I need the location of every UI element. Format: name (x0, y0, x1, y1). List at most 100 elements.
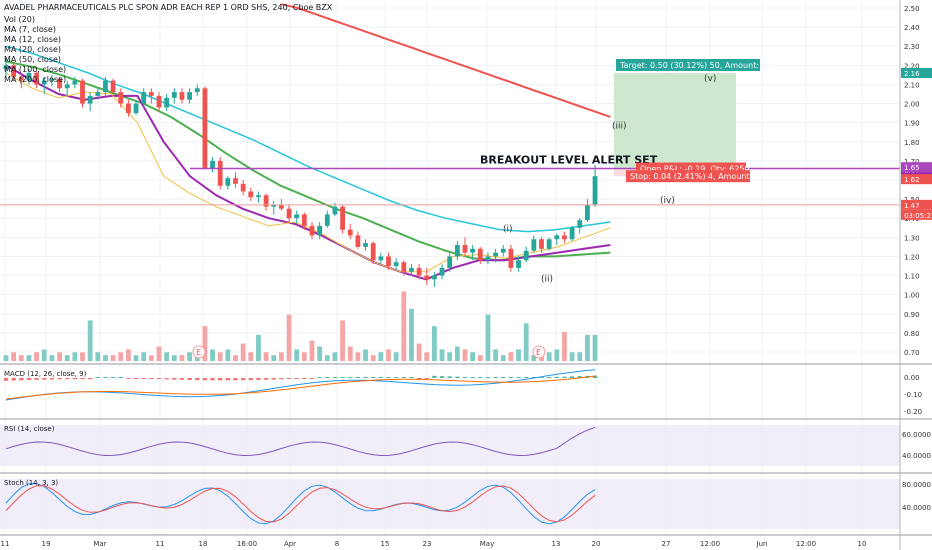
earnings-label: E (536, 348, 541, 357)
macd-hist-bar (256, 378, 261, 380)
stoch-title: Stoch (14, 3, 3) (4, 479, 58, 487)
candle-body (432, 275, 437, 280)
candle-body (126, 103, 131, 114)
macd-title: MACD (12, 26, close, 9) (4, 370, 87, 378)
price-badge-label: 1.62 (904, 176, 920, 184)
volume-bar (355, 352, 361, 361)
macd-hist-bar (103, 377, 108, 378)
indicator-legend-item: Vol (20) (4, 15, 35, 24)
price-tick-label: 1.00 (904, 292, 920, 300)
macd-hist-bar (218, 378, 223, 381)
volume-bar (217, 352, 223, 361)
macd-hist-bar (447, 376, 452, 378)
time-tick-label: 27 (662, 540, 671, 548)
macd-hist-bar (524, 377, 529, 378)
earnings-label: E (196, 348, 201, 357)
volume-bar (233, 355, 238, 361)
volume-bar (171, 355, 177, 361)
alert-label: BREAKOUT LEVEL ALERT SET (480, 154, 658, 167)
price-badge (901, 162, 932, 173)
volume-bar (439, 349, 445, 361)
volume-bar (516, 349, 521, 361)
volume-bar (386, 349, 391, 361)
price-tick-label: 2.10 (904, 81, 920, 89)
candle-body (409, 267, 414, 272)
macd-hist-bar (149, 378, 154, 379)
volume-bar (3, 355, 9, 361)
macd-hist-bar (501, 377, 506, 378)
wave-label-iii: (iii) (612, 121, 627, 131)
volume-bar (508, 352, 514, 361)
macd-signal-line (5, 375, 596, 400)
macd-hist-bar (531, 377, 537, 378)
volume-bar (554, 349, 560, 361)
volume-bar (118, 352, 124, 361)
volume-bar (286, 314, 292, 361)
macd-hist-bar (179, 378, 185, 380)
macd-line (5, 369, 596, 401)
candle-body (516, 260, 521, 268)
macd-hist-bar (592, 375, 598, 378)
price-tick-label: 1.10 (904, 273, 920, 281)
macd-hist-bar (210, 378, 215, 381)
volume-bar (87, 320, 93, 361)
macd-hist-bar (164, 378, 169, 380)
candle-body (187, 92, 192, 100)
macd-hist-bar (355, 377, 361, 378)
price-tick-label: 1.90 (904, 120, 920, 128)
macd-hist-bar (317, 377, 322, 378)
volume-bar (225, 349, 231, 361)
volume-bar (324, 355, 330, 361)
candle-body (217, 160, 223, 186)
indicator-legend-item: MA (12, close) (4, 35, 61, 44)
candle-body (439, 267, 445, 276)
time-tick-label: 8 (335, 540, 339, 548)
candle-body (194, 88, 200, 93)
indicator-legend-item: MA (20, close) (4, 45, 61, 54)
macd-hist-bar (393, 377, 399, 378)
stoch-k-line (5, 482, 596, 525)
macd-hist-bar (19, 378, 24, 381)
candle-body (156, 95, 162, 108)
price-tick-label: 2.00 (904, 101, 920, 109)
volume-bar (500, 355, 506, 361)
volume-bar (447, 352, 453, 361)
candle-body (585, 204, 590, 221)
price-badge (901, 67, 932, 78)
volume-bar (271, 355, 277, 361)
volume-bar (340, 320, 345, 361)
candle-body (562, 235, 567, 240)
volume-bar (493, 349, 498, 361)
candle-body (202, 88, 208, 169)
volume-bar (363, 349, 368, 361)
target-zone (614, 72, 736, 169)
candle-body (72, 80, 78, 85)
macd-hist-bar (156, 378, 162, 380)
volume-bar (485, 314, 491, 361)
macd-hist-bar (240, 378, 246, 381)
candle-body (49, 78, 55, 81)
chart-title: AVADEL PHARMACEUTICALS PLC SPON ADR EACH… (4, 3, 333, 12)
candle-body (546, 239, 552, 249)
candle-body (286, 208, 292, 219)
rsi-tick-label: 60.0000 (902, 431, 931, 439)
candle-body (554, 235, 560, 240)
volume-bar (148, 355, 154, 361)
macd-hist-bar (432, 375, 437, 378)
wave-label-iv: (iv) (660, 196, 675, 206)
volume-bar (202, 326, 208, 361)
candle-body (324, 214, 330, 226)
candle-body (493, 252, 498, 257)
earnings-marker (192, 345, 206, 359)
indicator-legend-item: MA (7, close) (4, 25, 56, 34)
volume-bar (470, 352, 476, 361)
macd-tick-label: -0.20 (904, 408, 922, 416)
volume-bar (263, 352, 269, 361)
candle-body (539, 239, 544, 249)
time-tick-label: 19 (42, 540, 51, 548)
macd-hist-bar (371, 377, 376, 378)
volume-bar (432, 326, 437, 361)
volume-bar (424, 352, 430, 361)
time-tick-label: Jun (756, 540, 768, 548)
